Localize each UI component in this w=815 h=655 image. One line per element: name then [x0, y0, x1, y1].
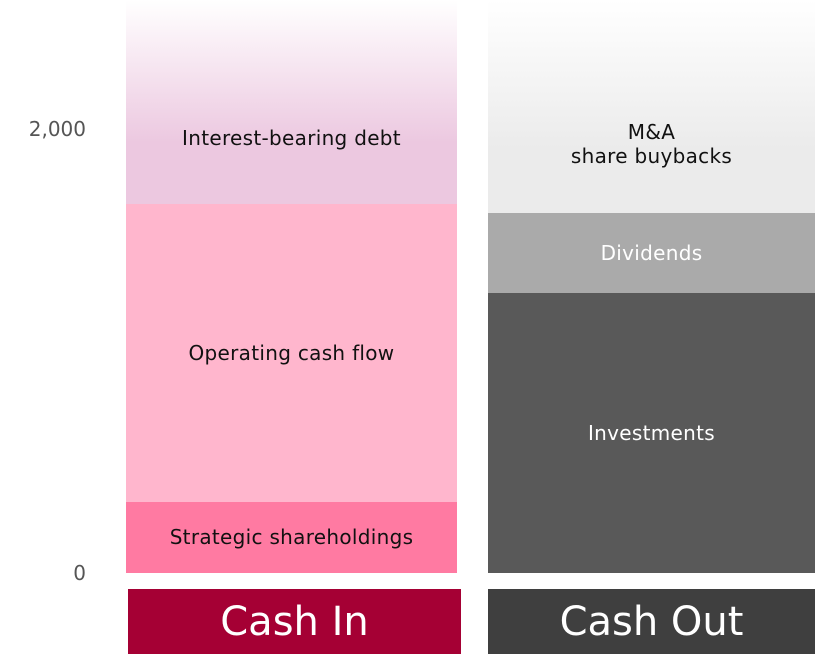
segment-label: M&A share buybacks — [570, 119, 733, 168]
bar-segment — [488, 0, 815, 214]
segment-label: Dividends — [600, 241, 703, 266]
bar-segment — [488, 213, 815, 294]
segment-label: Strategic shareholdings — [169, 525, 414, 550]
bar-segment — [126, 501, 457, 573]
bar-segment — [126, 0, 457, 205]
bar-segment — [126, 204, 457, 502]
y-tick-label: 2,000 — [28, 116, 86, 141]
category-label: Cash Out — [488, 589, 815, 654]
category-label: Cash In — [128, 589, 461, 654]
segment-label: Operating cash flow — [188, 341, 395, 366]
segment-label: Investments — [587, 421, 715, 446]
segment-label: Interest-bearing debt — [182, 125, 401, 150]
bar-segment — [488, 293, 815, 573]
y-tick-label: 0 — [73, 561, 86, 585]
